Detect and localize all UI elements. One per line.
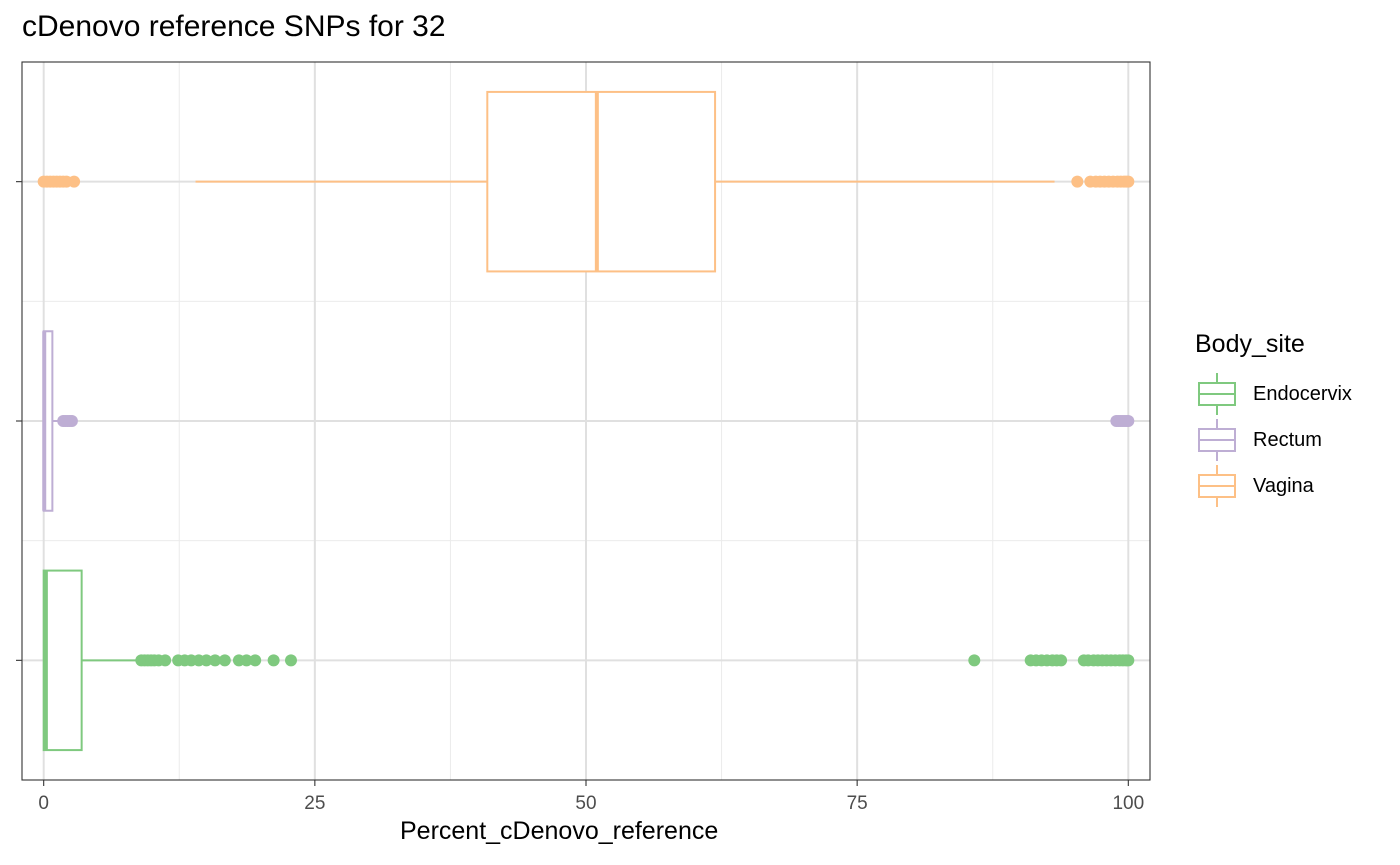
legend-key-box <box>1198 373 1236 415</box>
legend-item-vagina: Vagina <box>1195 463 1352 509</box>
legend-item-rectum: Rectum <box>1195 417 1352 463</box>
box-rectum <box>42 330 1135 512</box>
outlier-point <box>1122 415 1135 427</box>
box-vagina <box>37 90 1135 273</box>
outlier-point <box>249 654 262 667</box>
legend: Body_site Endocervix Rectum Vagina <box>1195 330 1352 509</box>
x-tick-label: 0 <box>38 793 49 814</box>
outlier-point <box>159 654 172 667</box>
outlier-point <box>68 175 81 188</box>
legend-key-box <box>1198 419 1236 461</box>
outlier-point <box>284 654 297 667</box>
outlier-point <box>1071 175 1084 188</box>
legend-key-box <box>1198 465 1236 507</box>
box-iqr <box>486 90 717 273</box>
chart-title: cDenovo reference SNPs for 32 <box>22 10 446 43</box>
box-layer <box>37 90 1135 752</box>
legend-label: Endocervix <box>1253 382 1352 405</box>
outlier-point <box>218 654 231 667</box>
x-tick-label: 25 <box>304 793 325 814</box>
x-tick-label: 50 <box>575 793 596 814</box>
outlier-point <box>968 654 981 667</box>
legend-item-endocervix: Endocervix <box>1195 371 1352 417</box>
legend-label: Vagina <box>1253 474 1314 497</box>
outlier-point <box>65 415 78 427</box>
legend-items: Endocervix Rectum Vagina <box>1195 371 1352 509</box>
outlier-point <box>1055 654 1068 667</box>
x-tick-label: 75 <box>847 793 868 814</box>
legend-label: Rectum <box>1253 428 1322 451</box>
x-tick-label: 100 <box>1112 793 1144 814</box>
outlier-point <box>1122 654 1135 667</box>
box-endocervix <box>42 569 1135 752</box>
axis-layer: 0 25 50 75 100 <box>16 181 1144 814</box>
x-axis-label: Percent_cDenovo_reference <box>400 817 719 845</box>
outlier-point <box>200 654 213 667</box>
outlier-point <box>240 654 253 667</box>
box-iqr <box>42 569 83 752</box>
legend-title: Body_site <box>1195 330 1305 358</box>
outlier-point <box>1122 175 1135 188</box>
outlier-point <box>209 654 222 667</box>
outlier-point <box>267 654 280 667</box>
